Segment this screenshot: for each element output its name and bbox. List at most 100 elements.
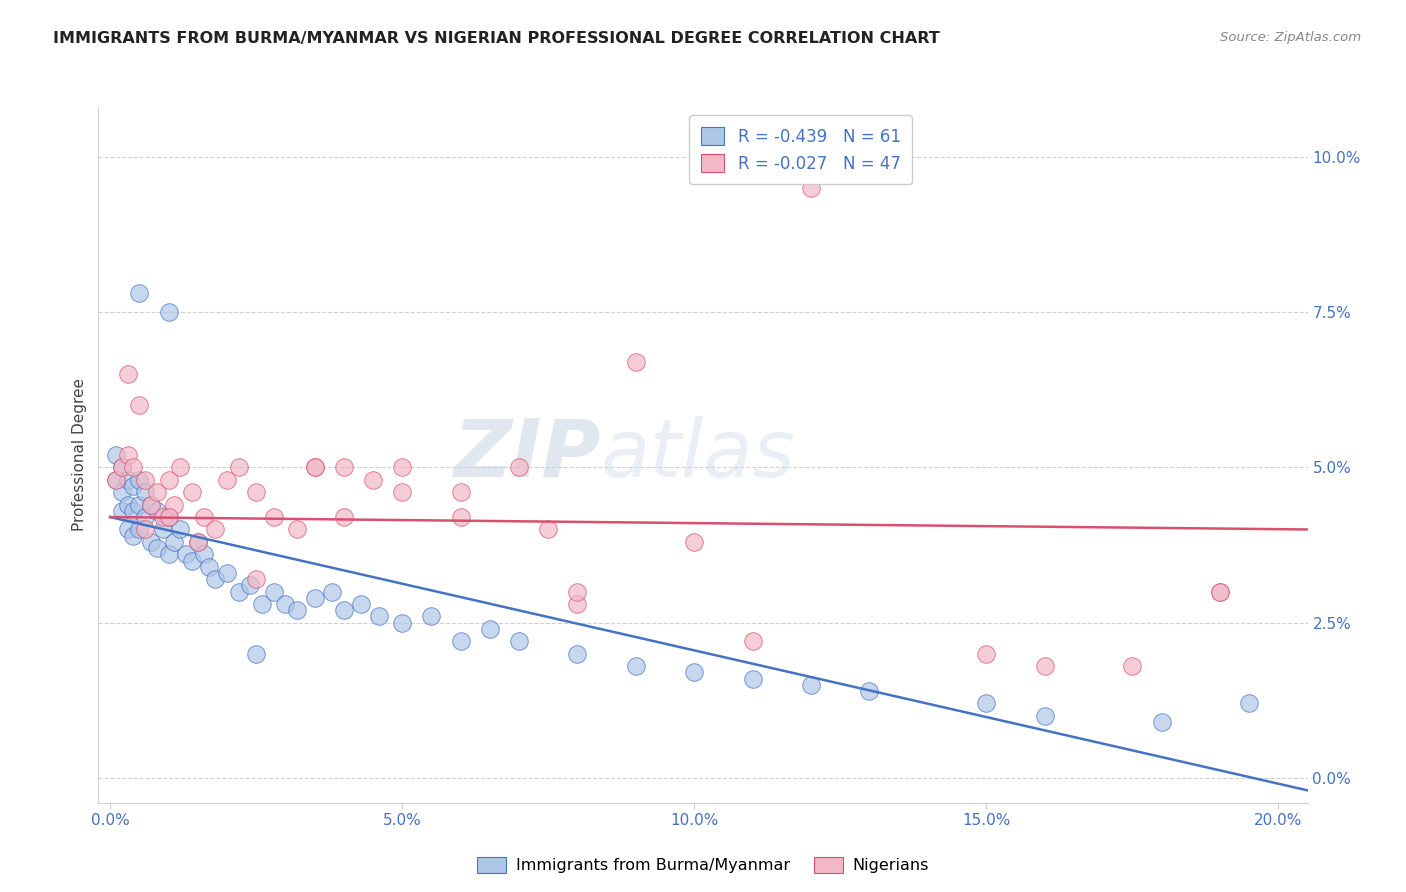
Point [263,584,285,599]
Point [128,498,150,512]
Point [350,597,373,611]
Point [304,460,326,475]
Point [450,510,472,524]
Point [1033,708,1056,723]
Point [157,305,180,319]
Point [157,473,180,487]
Point [157,510,180,524]
Point [974,647,997,661]
Point [111,460,134,475]
Point [800,678,823,692]
Point [163,498,186,512]
Point [104,473,127,487]
Point [245,485,267,500]
Point [187,534,209,549]
Point [139,498,162,512]
Point [974,697,997,711]
Point [193,547,215,561]
Point [111,485,134,500]
Point [239,578,262,592]
Point [321,584,343,599]
Point [263,510,285,524]
Point [450,485,472,500]
Point [180,485,202,500]
Point [332,510,354,524]
Point [274,597,297,611]
Point [122,529,145,543]
Point [146,504,169,518]
Point [361,473,384,487]
Text: IMMIGRANTS FROM BURMA/MYANMAR VS NIGERIAN PROFESSIONAL DEGREE CORRELATION CHART: IMMIGRANTS FROM BURMA/MYANMAR VS NIGERIA… [53,31,941,46]
Point [111,504,134,518]
Point [180,553,202,567]
Point [134,523,156,537]
Point [215,566,238,580]
Point [117,448,139,462]
Point [567,647,589,661]
Point [285,603,308,617]
Point [567,584,589,599]
Point [204,523,226,537]
Point [134,485,156,500]
Point [741,634,763,648]
Point [391,485,413,500]
Point [122,460,145,475]
Point [567,597,589,611]
Point [450,634,472,648]
Point [285,523,308,537]
Point [139,534,162,549]
Point [250,597,273,611]
Point [117,473,139,487]
Legend: R = -0.439   N = 61, R = -0.027   N = 47: R = -0.439 N = 61, R = -0.027 N = 47 [689,115,912,185]
Point [537,523,560,537]
Point [245,572,267,586]
Point [624,659,647,673]
Point [508,634,530,648]
Point [228,584,250,599]
Point [117,523,139,537]
Point [1209,584,1232,599]
Point [800,181,823,195]
Point [332,460,354,475]
Point [169,460,191,475]
Point [187,534,209,549]
Point [624,355,647,369]
Point [367,609,389,624]
Point [478,622,501,636]
Y-axis label: Professional Degree: Professional Degree [72,378,87,532]
Point [391,460,413,475]
Point [1033,659,1056,673]
Text: atlas: atlas [600,416,794,494]
Point [134,473,156,487]
Point [683,665,706,680]
Point [304,460,326,475]
Point [1150,714,1173,729]
Point [228,460,250,475]
Point [1209,584,1232,599]
Point [146,485,169,500]
Point [304,591,326,605]
Point [152,523,174,537]
Point [117,367,139,381]
Point [332,603,354,617]
Point [391,615,413,630]
Point [204,572,226,586]
Point [128,523,150,537]
Point [215,473,238,487]
Point [1121,659,1143,673]
Point [134,510,156,524]
Point [139,498,162,512]
Point [157,547,180,561]
Point [420,609,443,624]
Point [1237,697,1260,711]
Point [128,473,150,487]
Point [193,510,215,524]
Point [152,510,174,524]
Point [104,473,127,487]
Text: ZIP: ZIP [453,416,600,494]
Point [163,534,186,549]
Point [683,534,706,549]
Point [146,541,169,555]
Point [122,479,145,493]
Point [111,460,134,475]
